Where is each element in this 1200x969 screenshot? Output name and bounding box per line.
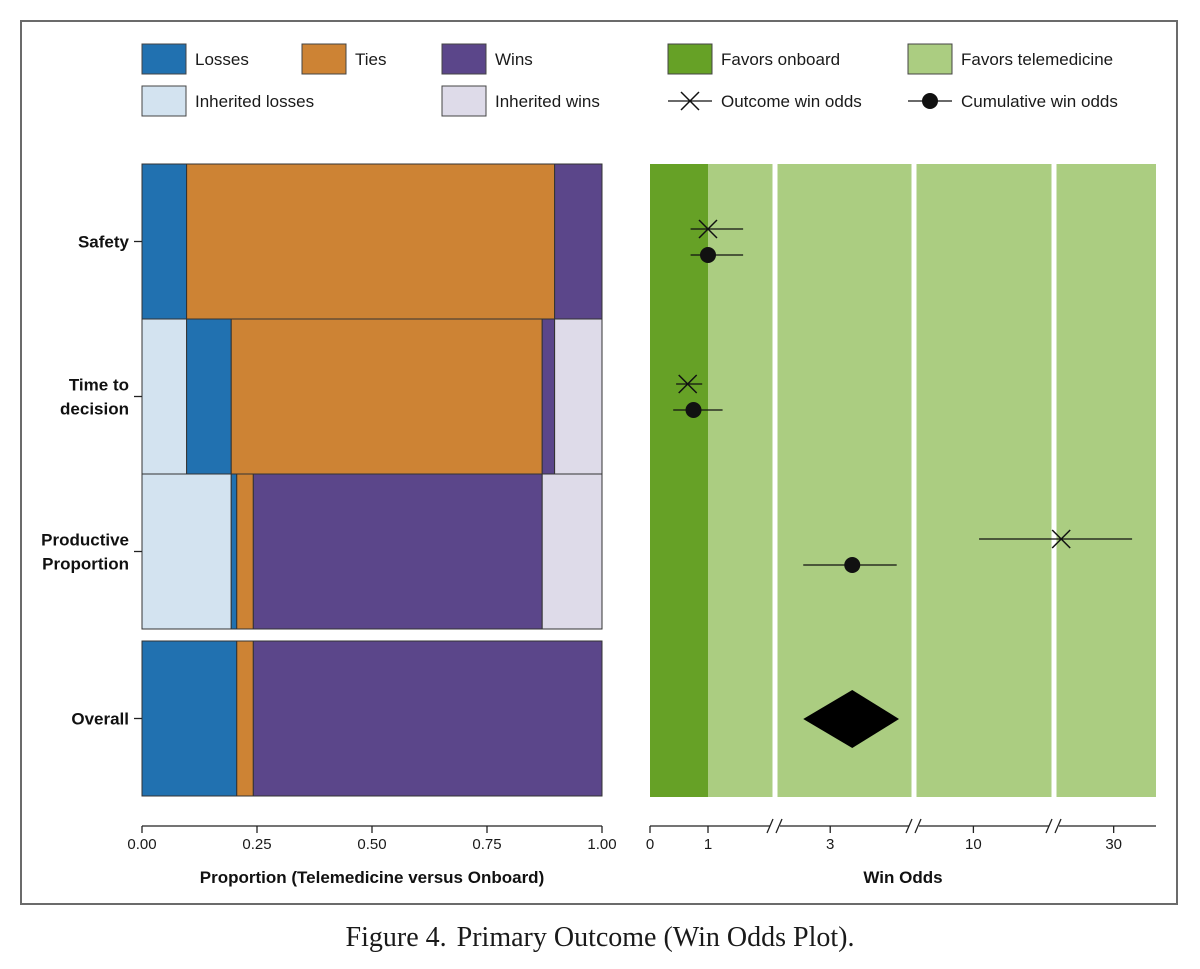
legend-cumulative-win-odds-dot: [922, 93, 938, 109]
summary-diamond-overall: [803, 690, 900, 748]
bar-productive-proportion-losses: [230, 473, 238, 630]
cumulative-dot-time-to-decision: [685, 402, 702, 418]
bar-productive-proportion-ties: [236, 473, 254, 630]
x-tick-label-right-4: 30: [1105, 836, 1122, 853]
x-tick-label-right-0: 0: [646, 836, 654, 853]
category-label-time-to-decision: Time to decision: [60, 376, 129, 419]
bar-time-to-decision-ties: [230, 318, 543, 475]
legend-losses-label: Losses: [195, 50, 249, 69]
category-label-safety-line-1: Safety: [78, 233, 130, 252]
legend-inherited-wins-swatch: [441, 85, 487, 117]
category-label-safety: Safety: [78, 233, 130, 252]
bar-safety-wins: [554, 163, 603, 320]
caption-label: Figure 4.: [345, 922, 447, 953]
axis-gap-1: [770, 823, 780, 829]
axis-break-band-1: [772, 164, 778, 797]
bar-overall-wins: [252, 640, 603, 797]
category-label-overall-line-1: Overall: [71, 710, 129, 729]
figure-caption: Figure 4. Primary Outcome (Win Odds Plot)…: [0, 922, 1200, 954]
category-label-overall: Overall: [71, 710, 129, 729]
x-tick-label-left-1: 0.25: [242, 836, 271, 853]
x-tick-label-left-4: 1.00: [587, 836, 616, 853]
x-axis-title-right: Win Odds: [863, 868, 942, 887]
figure-frame: [20, 20, 1178, 905]
legend-wins-swatch: [441, 43, 487, 75]
legend-ties-label: Ties: [355, 50, 387, 69]
category-label-productive-proportion-line-1: Productive: [41, 531, 129, 550]
outcome-cross-safety: [698, 219, 718, 239]
legend-outcome-win-odds-label: Outcome win odds: [721, 92, 862, 111]
legend-favors-onboard-label: Favors onboard: [721, 50, 840, 69]
axis-break-mark-3: [1045, 818, 1062, 834]
legend-inherited-wins-label: Inherited wins: [495, 92, 600, 111]
legend-favors-telemedicine-swatch: [907, 43, 953, 75]
axis-break-band-2: [911, 164, 917, 797]
legend-favors-onboard-swatch: [667, 43, 713, 75]
axis-gap-2: [909, 823, 919, 829]
legend-losses-swatch: [141, 43, 187, 75]
category-label-time-to-decision-line-1: Time to: [69, 376, 129, 395]
bar-overall-losses: [141, 640, 238, 797]
bar-productive-proportion-inherited-losses: [141, 473, 232, 630]
legend-favors-telemedicine-label: Favors telemedicine: [961, 50, 1113, 69]
outcome-cross-time-to-decision: [678, 374, 698, 394]
legend-cumulative-win-odds-label: Cumulative win odds: [961, 92, 1118, 111]
region-favors-onboard: [650, 164, 708, 797]
bar-safety-losses: [141, 163, 188, 320]
x-tick-label-left-2: 0.50: [357, 836, 386, 853]
bar-safety-ties: [186, 163, 556, 320]
axis-break-mark-1: [766, 818, 783, 834]
x-tick-label-right-1: 1: [704, 836, 712, 853]
x-tick-label-right-3: 10: [965, 836, 982, 853]
bar-productive-proportion-wins: [252, 473, 543, 630]
bar-productive-proportion-inherited-wins: [541, 473, 603, 630]
x-axis-title-left: Proportion (Telemedicine versus Onboard): [200, 868, 544, 887]
bar-time-to-decision-inherited-wins: [554, 318, 603, 475]
legend-wins-label: Wins: [495, 50, 533, 69]
category-label-productive-proportion-line-2: Proportion: [42, 555, 129, 574]
bar-overall-ties: [236, 640, 254, 797]
axis-break-mark-2: [905, 818, 922, 834]
legend-inherited-losses-label: Inherited losses: [195, 92, 314, 111]
win-odds-forest-plot: 0 1 3 10 30 Win Odds: [646, 164, 1156, 887]
cumulative-dot-safety: [700, 247, 716, 263]
axis-gap-3: [1049, 823, 1059, 829]
category-label-time-to-decision-line-2: decision: [60, 400, 129, 419]
x-tick-label-right-2: 3: [826, 836, 834, 853]
category-label-productive-proportion: Productive Proportion: [41, 531, 129, 574]
region-favors-telemedicine: [708, 164, 1156, 797]
legend: Losses Ties Wins Favors onboard Favors telem…: [141, 43, 1118, 117]
x-tick-label-left-3: 0.75: [472, 836, 501, 853]
legend-outcome-win-odds-cross: [680, 91, 700, 111]
legend-ties-swatch: [301, 43, 347, 75]
bar-time-to-decision-wins: [541, 318, 556, 475]
bar-time-to-decision-losses: [186, 318, 232, 475]
cumulative-dot-productive-proportion: [844, 557, 861, 573]
outcome-cross-productive-proportion: [1051, 529, 1071, 549]
axis-break-band-3: [1051, 164, 1057, 797]
proportion-bar-chart: Safety Time to decision Productive Proportio…: [41, 163, 617, 887]
x-tick-label-left-0: 0.00: [127, 836, 156, 853]
bar-time-to-decision-inherited-losses: [141, 318, 188, 475]
caption-text: Primary Outcome (Win Odds Plot).: [456, 922, 855, 953]
legend-inherited-losses-swatch: [141, 85, 187, 117]
